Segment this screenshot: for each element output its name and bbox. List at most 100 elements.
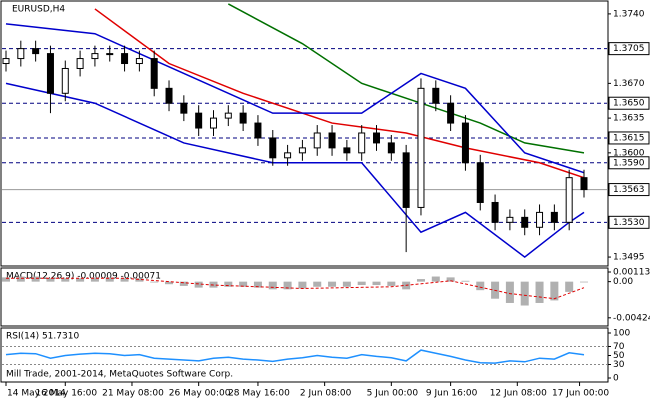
candle-body bbox=[76, 58, 84, 69]
level-box bbox=[608, 96, 650, 110]
macd-frame bbox=[0, 267, 609, 327]
current-label: 1.3563 bbox=[613, 185, 645, 195]
x-tick-label: 16 May 16:00 bbox=[35, 389, 97, 399]
macd-bar bbox=[550, 281, 559, 301]
macd-bar bbox=[342, 281, 351, 287]
macd-bar bbox=[120, 278, 129, 282]
y-tick-label: 50 bbox=[613, 351, 625, 361]
candle-body bbox=[298, 147, 306, 154]
y-tick-label: 1.3670 bbox=[613, 79, 645, 89]
candle-body bbox=[447, 102, 455, 124]
x-tick-label: 2 Jun 08:00 bbox=[300, 389, 352, 399]
macd-bar bbox=[565, 281, 574, 292]
macd-bar bbox=[239, 281, 248, 287]
x-tick-label: 14 May 2014 bbox=[7, 389, 66, 399]
candle-body bbox=[476, 162, 484, 203]
candle-body bbox=[580, 177, 588, 191]
candle-body bbox=[91, 53, 99, 60]
x-tick-label: 5 Jun 00:00 bbox=[367, 389, 419, 399]
level-box bbox=[608, 215, 650, 229]
candle-body bbox=[135, 58, 143, 65]
macd-bar bbox=[328, 281, 337, 287]
y-tick-label: 70 bbox=[613, 342, 625, 352]
candle-body bbox=[61, 67, 69, 94]
footer: Mill Trade, 2001-2014, MetaQuotes Softwa… bbox=[6, 370, 233, 380]
macd-bar bbox=[268, 281, 277, 290]
level-label: 1.3650 bbox=[613, 99, 645, 109]
candle-body bbox=[195, 112, 203, 129]
candle-body bbox=[150, 58, 158, 89]
x-tick-label: 21 May 08:00 bbox=[102, 389, 164, 399]
macd-bar bbox=[431, 276, 440, 282]
macd-bar bbox=[150, 281, 159, 283]
candle-body bbox=[209, 117, 217, 129]
macd-bar bbox=[476, 281, 485, 291]
x-tick-label: 26 May 00:00 bbox=[169, 389, 231, 399]
level-label: 1.3705 bbox=[613, 44, 645, 54]
x-tick-label: 9 Jun 16:00 bbox=[426, 389, 478, 399]
rsi-line bbox=[5, 349, 585, 364]
level-label: 1.3615 bbox=[613, 133, 645, 143]
candle-body bbox=[550, 211, 558, 223]
y-tick-label: 0.00 bbox=[613, 277, 633, 287]
candle-body bbox=[313, 132, 321, 149]
candle-body bbox=[521, 216, 529, 228]
y-tick-label: 100 bbox=[613, 329, 630, 339]
macd-bar bbox=[372, 281, 381, 286]
macd-bar bbox=[224, 281, 233, 287]
macd-bar bbox=[520, 281, 529, 306]
y-tick-label: 1.3495 bbox=[613, 253, 645, 263]
candle-body bbox=[239, 112, 247, 124]
main-frame bbox=[0, 0, 609, 267]
candle-body bbox=[491, 201, 499, 223]
macd-bar bbox=[165, 281, 174, 285]
level-box bbox=[608, 42, 650, 56]
macd-bar bbox=[105, 277, 114, 282]
macd-bar bbox=[179, 281, 188, 286]
candle-body bbox=[2, 58, 10, 65]
macd-bar bbox=[16, 276, 25, 282]
level-box bbox=[608, 131, 650, 145]
level-box bbox=[608, 156, 650, 170]
macd-bar bbox=[535, 281, 544, 303]
level-label: 1.3590 bbox=[613, 158, 645, 168]
y-tick-label: -0.00424 bbox=[613, 313, 650, 323]
y-tick-label: 0 bbox=[613, 374, 619, 384]
x-tick-label: 12 Jun 08:00 bbox=[490, 389, 547, 399]
macd-bar bbox=[505, 281, 514, 303]
candle-body bbox=[254, 122, 262, 139]
moving-average bbox=[94, 8, 585, 179]
macd-bar bbox=[461, 280, 470, 282]
macd-bar bbox=[298, 281, 307, 289]
candle-body bbox=[565, 177, 573, 223]
macd-bar bbox=[76, 278, 85, 282]
macd-bar bbox=[357, 281, 366, 286]
rsi-label: RSI(14) 51.7310 bbox=[6, 332, 79, 342]
x-tick-label: 28 May 16:00 bbox=[228, 389, 290, 399]
macd-bar bbox=[135, 278, 144, 282]
moving-average bbox=[227, 3, 585, 154]
candle-body bbox=[121, 53, 129, 65]
candle-body bbox=[536, 211, 544, 228]
candle-body bbox=[373, 132, 381, 144]
macd-bar bbox=[46, 278, 55, 282]
candle-body bbox=[165, 87, 173, 104]
candle-body bbox=[417, 87, 425, 208]
level-label: 1.3530 bbox=[613, 218, 645, 228]
candle-body bbox=[432, 87, 440, 104]
current-box bbox=[608, 183, 650, 197]
macd-bar bbox=[580, 281, 588, 283]
macd-label: MACD(12,26,9) -0.00009 -0.00071 bbox=[6, 272, 161, 282]
y-tick-label: 30 bbox=[613, 360, 625, 370]
candle-body bbox=[32, 48, 40, 55]
macd-bar bbox=[387, 281, 396, 286]
macd-bar bbox=[31, 276, 40, 282]
candle-body bbox=[358, 132, 366, 154]
y-tick-label: 0.00113 bbox=[613, 268, 650, 278]
y-tick-label: 1.3635 bbox=[613, 114, 645, 124]
macd-bar bbox=[90, 277, 99, 282]
candle-body bbox=[106, 53, 114, 56]
macd-bar bbox=[283, 281, 292, 290]
candle-body bbox=[461, 122, 469, 164]
